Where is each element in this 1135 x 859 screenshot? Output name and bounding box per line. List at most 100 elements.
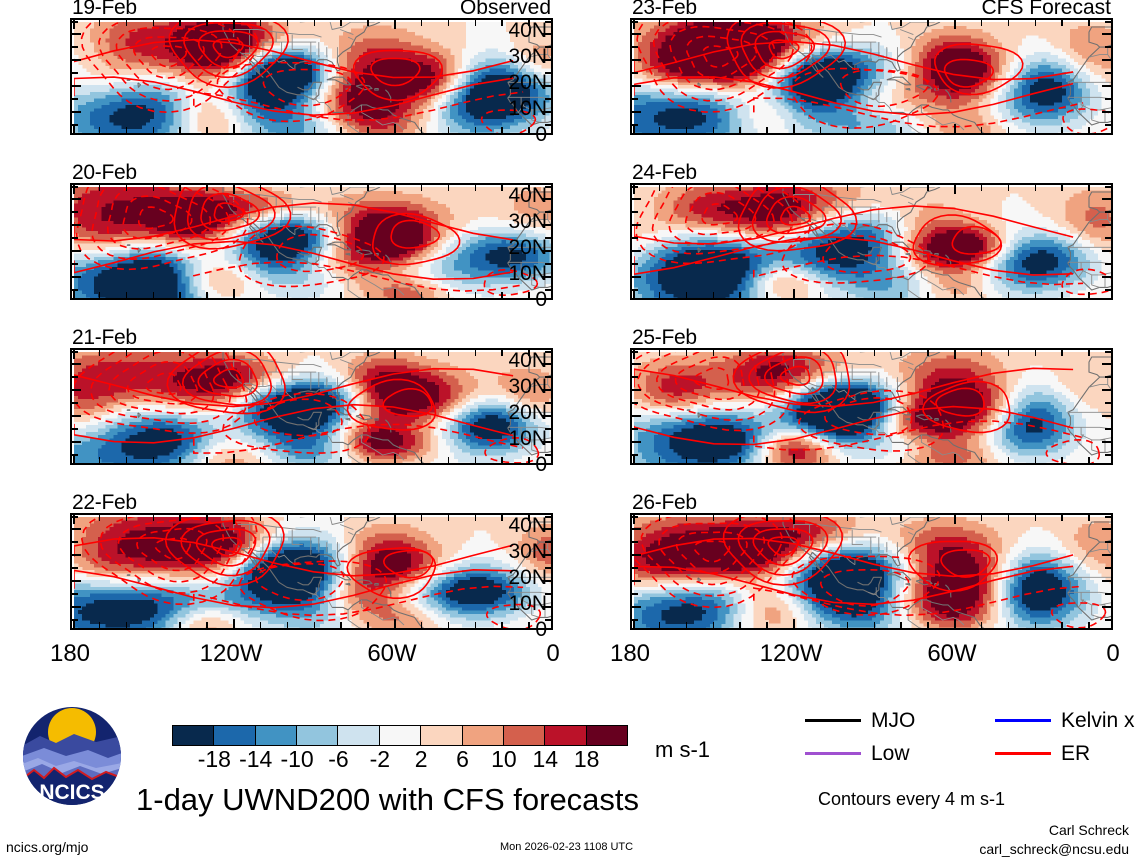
- axis-tick: [125, 622, 128, 628]
- axis-tick: [873, 622, 875, 628]
- axis-tick: [1034, 457, 1036, 463]
- y-axis-label: 10N: [508, 262, 547, 285]
- anomaly-field: [74, 352, 551, 463]
- map-panel: 20-Feb 40N 30N 20N 10N 0: [70, 162, 553, 310]
- axis-tick: [793, 515, 795, 524]
- axis-tick: [658, 20, 661, 26]
- axis-tick: [632, 299, 641, 300]
- axis-tick: [542, 250, 551, 252]
- axis-tick: [542, 528, 551, 530]
- axis-tick: [1102, 415, 1111, 417]
- axis-tick: [72, 72, 78, 74]
- axis-tick: [233, 454, 235, 463]
- axis-tick: [632, 72, 638, 74]
- axis-tick: [632, 85, 641, 87]
- axis-tick: [632, 541, 638, 543]
- axis-tick: [552, 185, 553, 194]
- axis-tick: [528, 185, 530, 191]
- axis-tick: [152, 185, 154, 191]
- axis-tick: [633, 20, 635, 29]
- map-plot-area: [630, 348, 1113, 465]
- axis-tick: [72, 111, 81, 113]
- ncics-logo-text: NCICS: [39, 781, 104, 804]
- axis-tick: [739, 292, 741, 298]
- axis-tick: [632, 351, 638, 353]
- axis-tick: [367, 515, 369, 521]
- axis-tick: [980, 622, 983, 628]
- axis-tick: [545, 211, 551, 213]
- map-panel: 21-Feb 40N 30N 20N 10N 0: [70, 327, 553, 475]
- axis-tick: [1061, 350, 1063, 356]
- axis-tick: [1061, 127, 1063, 133]
- axis-tick: [340, 185, 342, 191]
- panel-date-label: 19-Feb: [72, 0, 137, 19]
- axis-tick: [1102, 59, 1111, 61]
- axis-tick: [73, 350, 75, 359]
- axis-tick: [846, 457, 849, 463]
- axis-tick: [1034, 127, 1036, 133]
- y-axis-label: 30N: [508, 375, 547, 398]
- legend-item-er: ER: [995, 743, 1135, 767]
- axis-tick: [632, 33, 641, 35]
- axis-tick: [367, 185, 369, 191]
- y-axis-label: 30N: [508, 45, 547, 68]
- axis-tick: [72, 211, 78, 213]
- axis-tick: [1105, 428, 1111, 430]
- axis-tick: [501, 622, 503, 628]
- axis-tick: [632, 46, 638, 48]
- axis-tick: [313, 622, 315, 628]
- axis-tick: [528, 622, 530, 628]
- axis-tick: [259, 622, 262, 628]
- axis-tick: [1112, 454, 1113, 463]
- panel-date-label: 26-Feb: [632, 491, 697, 514]
- axis-tick: [72, 593, 78, 595]
- axis-tick: [1061, 20, 1063, 26]
- axis-tick: [73, 20, 75, 29]
- axis-tick: [286, 20, 289, 26]
- axis-tick: [367, 457, 369, 463]
- axis-tick: [766, 622, 768, 628]
- axis-tick: [72, 263, 78, 265]
- axis-tick: [420, 515, 423, 521]
- legend-item-label: MJO: [871, 709, 916, 732]
- legend-line-swatch: [805, 752, 861, 755]
- axis-tick: [542, 441, 551, 443]
- colorbar-group: -18 -14 -10 -6 -2 2 6 10 14 18: [172, 725, 628, 771]
- axis-tick: [685, 457, 688, 463]
- axis-tick: [501, 127, 503, 133]
- axis-tick: [72, 198, 81, 200]
- x-axis-label: 120W: [759, 640, 823, 667]
- y-axis-label: 0: [535, 123, 547, 146]
- axis-tick: [72, 541, 78, 543]
- panel-date-label: 21-Feb: [72, 326, 137, 349]
- axis-tick: [980, 350, 983, 356]
- axis-tick: [259, 515, 262, 521]
- legend-line-swatch: [805, 719, 861, 722]
- axis-tick: [286, 350, 289, 356]
- axis-tick: [125, 127, 128, 133]
- legend-line-swatch: [995, 752, 1051, 755]
- axis-tick: [73, 124, 75, 133]
- colorbar-swatch: [213, 725, 256, 746]
- colorbar-tick-label: -14: [239, 746, 273, 772]
- axis-tick: [1102, 299, 1111, 300]
- axis-tick: [1102, 389, 1111, 391]
- axis-tick: [545, 124, 551, 126]
- axis-tick: [286, 515, 289, 521]
- axis-tick: [545, 21, 551, 23]
- axis-tick: [1105, 237, 1111, 239]
- axis-tick: [179, 292, 181, 298]
- colorbar-tick-label: 10: [491, 746, 517, 772]
- axis-tick: [501, 292, 503, 298]
- axis-tick: [72, 376, 78, 378]
- axis-tick: [552, 289, 553, 298]
- axis-tick: [766, 20, 768, 26]
- axis-tick: [793, 350, 795, 359]
- axis-tick: [206, 185, 208, 191]
- axis-tick: [1088, 350, 1090, 356]
- axis-tick: [447, 457, 450, 463]
- axis-tick: [72, 59, 81, 61]
- axis-tick: [72, 276, 81, 278]
- axis-tick: [766, 457, 768, 463]
- axis-tick: [98, 127, 101, 133]
